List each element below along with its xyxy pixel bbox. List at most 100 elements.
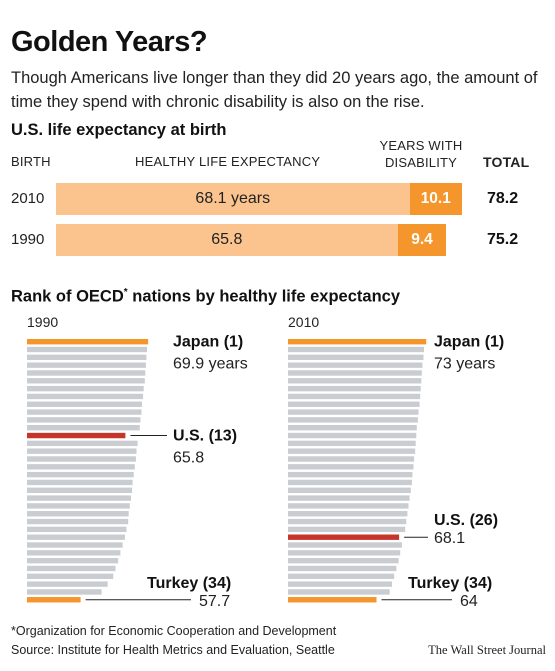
total-years-label: 78.2 bbox=[487, 190, 519, 207]
rank-bar bbox=[288, 346, 424, 353]
rank-chart: 1990 Japan (1) 69.9 years U.S. (13) 65.8 Turk… bbox=[27, 314, 504, 610]
rank-bar bbox=[27, 393, 144, 400]
rank-bar bbox=[27, 432, 126, 439]
rank-bar bbox=[27, 557, 119, 564]
rank-bar bbox=[288, 432, 417, 439]
rank-bar bbox=[27, 550, 121, 556]
rank-bar bbox=[27, 479, 133, 486]
country-rank-label: Japan (1) bbox=[173, 334, 243, 351]
rank-bar bbox=[288, 542, 402, 548]
country-rank-label: U.S. (26) bbox=[434, 512, 498, 529]
rank-bar bbox=[288, 581, 392, 587]
disability-years-bar: 9.4 bbox=[397, 224, 447, 256]
panel-year-label: 1990 bbox=[27, 314, 58, 330]
rank-bar bbox=[288, 425, 417, 431]
rank-bar bbox=[27, 526, 127, 533]
country-value-label: 69.9 years bbox=[173, 356, 248, 373]
rank-bar bbox=[288, 417, 418, 423]
rank-bar bbox=[27, 565, 116, 572]
rank-bar bbox=[288, 511, 408, 517]
rank-bar bbox=[288, 589, 390, 595]
healthy-years-bar: 65.8 bbox=[56, 224, 398, 256]
source-note: Source: Institute for Health Metrics and… bbox=[11, 643, 335, 657]
country-value-label: 68.1 bbox=[434, 530, 465, 547]
rank-bar bbox=[288, 354, 424, 361]
rank-bar bbox=[288, 597, 377, 603]
country-rank-label: Turkey (34) bbox=[147, 575, 231, 592]
total-column-header: TOTAL bbox=[483, 154, 530, 170]
rank-bar bbox=[288, 448, 416, 454]
rank-chart-title: Rank of OECD* nations by healthy life ex… bbox=[11, 287, 401, 306]
rank-bar bbox=[27, 534, 125, 540]
disability-column-header: YEARS WITH DISABILITY bbox=[379, 138, 463, 170]
rank-bar bbox=[288, 440, 416, 447]
rank-bar bbox=[27, 589, 102, 595]
country-value-label: 64 bbox=[460, 593, 478, 610]
rank-bar bbox=[288, 495, 410, 501]
country-value-label: 65.8 bbox=[173, 450, 204, 467]
rank-bar bbox=[288, 378, 422, 384]
birth-year-label: 1990 bbox=[11, 231, 45, 248]
page-title: Golden Years? bbox=[11, 26, 208, 58]
rank-bar bbox=[27, 581, 108, 587]
rank-bar bbox=[27, 487, 133, 493]
rank-bar bbox=[27, 495, 131, 501]
rank-bar bbox=[27, 597, 81, 603]
publication-credit: The Wall Street Journal bbox=[428, 643, 546, 657]
rank-bar bbox=[288, 464, 414, 470]
rank-bar bbox=[27, 362, 146, 368]
rank-bar bbox=[288, 518, 407, 525]
rank-bar bbox=[27, 378, 145, 384]
country-rank-label: U.S. (13) bbox=[173, 428, 237, 445]
total-years-label: 75.2 bbox=[487, 231, 519, 248]
rank-bar bbox=[27, 503, 130, 509]
rank-bar bbox=[288, 339, 427, 345]
rank-bar bbox=[288, 526, 406, 533]
country-rank-label: Turkey (34) bbox=[408, 575, 492, 592]
rank-bar bbox=[288, 370, 422, 376]
rank-bar bbox=[27, 464, 135, 470]
birth-column-header: BIRTH bbox=[11, 154, 51, 169]
rank-bar bbox=[27, 456, 136, 462]
rank-bar bbox=[27, 573, 114, 579]
country-value-label: 57.7 bbox=[199, 593, 230, 610]
rank-bar bbox=[288, 487, 411, 493]
rank-bar bbox=[288, 401, 420, 407]
country-value-label: 73 years bbox=[434, 356, 495, 373]
rank-bar bbox=[288, 456, 415, 462]
rank-bar bbox=[27, 370, 146, 376]
rank-bar bbox=[27, 425, 140, 431]
rank-bar bbox=[27, 518, 129, 525]
rank-bar bbox=[27, 417, 141, 423]
life-expectancy-chart-title: U.S. life expectancy at birth bbox=[11, 121, 227, 139]
rank-bar bbox=[27, 542, 123, 548]
disability-years-bar: 10.1 bbox=[409, 183, 462, 215]
country-rank-label: Japan (1) bbox=[434, 334, 504, 351]
rank-bar bbox=[288, 409, 419, 415]
rank-bar bbox=[288, 534, 400, 540]
rank-bar bbox=[288, 362, 423, 368]
healthy-years-bar: 68.1 years bbox=[56, 183, 410, 215]
footnote-marker: * bbox=[123, 287, 128, 298]
rank-bar bbox=[27, 448, 137, 454]
rank-bar bbox=[27, 354, 147, 361]
rank-bar bbox=[288, 393, 421, 400]
birth-year-label: 2010 bbox=[11, 190, 45, 207]
rank-bar bbox=[27, 401, 142, 407]
rank-bar bbox=[288, 550, 401, 556]
footnote: *Organization for Economic Cooperation a… bbox=[11, 624, 337, 638]
rank-bar bbox=[27, 385, 144, 392]
rank-bar bbox=[27, 440, 138, 447]
rank-bar bbox=[288, 565, 397, 572]
rank-bar bbox=[288, 385, 421, 392]
rank-bar bbox=[288, 557, 399, 564]
rank-bar bbox=[288, 471, 413, 478]
panel-year-label: 2010 bbox=[288, 314, 319, 330]
rank-bar bbox=[27, 346, 147, 353]
rank-bar bbox=[27, 409, 142, 415]
rank-bar bbox=[288, 573, 395, 579]
healthy-column-header: HEALTHY LIFE EXPECTANCY bbox=[135, 154, 321, 169]
subtitle: Though Americans live longer than they d… bbox=[11, 69, 538, 111]
rank-bar bbox=[288, 479, 412, 486]
rank-bar bbox=[27, 339, 149, 345]
